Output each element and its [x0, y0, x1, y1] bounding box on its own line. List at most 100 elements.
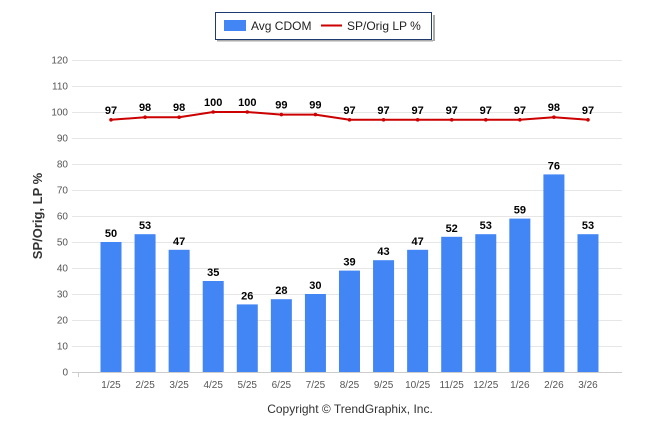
- bar-data-label: 53: [480, 220, 492, 232]
- x-tick-label: 7/25: [306, 380, 326, 391]
- line-data-label: 97: [582, 105, 594, 117]
- x-tick-label: 3/26: [578, 380, 598, 391]
- legend[interactable]: Avg CDOM SP/Orig LP %: [215, 12, 436, 42]
- line-data-label: 97: [412, 105, 424, 117]
- y-tick-label: 70: [57, 186, 69, 197]
- line-point[interactable]: [279, 112, 284, 117]
- x-tick-label: 4/25: [203, 380, 223, 391]
- line-point[interactable]: [245, 110, 250, 114]
- line-data-label: 99: [275, 100, 287, 112]
- bar-1-26[interactable]: [509, 218, 531, 372]
- line-point[interactable]: [211, 110, 216, 114]
- legend-swatch-avg-cdom: [224, 20, 246, 31]
- line-data-label: 100: [238, 97, 256, 109]
- bar-data-label: 39: [343, 257, 355, 269]
- x-tick-label: 12/25: [473, 380, 498, 391]
- line-point[interactable]: [143, 115, 147, 119]
- y-tick-label: 60: [57, 212, 69, 223]
- line-point[interactable]: [483, 118, 488, 122]
- y-tick-label: 100: [51, 108, 68, 119]
- line-point[interactable]: [313, 112, 318, 117]
- bar-data-label: 59: [514, 205, 526, 217]
- x-tick-label: 1/26: [510, 380, 530, 391]
- bar-data-label: 30: [309, 280, 321, 292]
- x-tick-label: 8/25: [340, 380, 360, 391]
- bars: 50 53 47 35 26 28 30 39 43 47 52 53 59 76 53: [100, 160, 599, 372]
- line-point[interactable]: [415, 118, 420, 122]
- x-tick-label: 5/25: [238, 380, 258, 391]
- y-tick-label: 90: [57, 134, 69, 145]
- line-point[interactable]: [518, 118, 522, 122]
- bar-data-label: 53: [582, 220, 594, 232]
- x-tick-label: 3/25: [169, 380, 189, 391]
- y-tick-label: 10: [57, 342, 69, 353]
- bar-2-26[interactable]: [543, 174, 565, 372]
- y-tick-label: 80: [57, 160, 69, 171]
- line-data-label: 98: [173, 102, 185, 114]
- bar-data-label: 76: [548, 160, 560, 172]
- line-data-label: 97: [377, 105, 389, 117]
- bar-data-label: 28: [275, 285, 287, 297]
- x-tick-label: 11/25: [440, 380, 465, 391]
- line-data-label: 97: [343, 105, 355, 117]
- y-tick-label: 20: [57, 316, 69, 327]
- bar-data-label: 35: [207, 267, 219, 279]
- line-point[interactable]: [347, 118, 352, 122]
- line-point[interactable]: [177, 115, 181, 119]
- line-series: 97 98 98 100 100 99 99 97 97 97 97 97 97 98 97: [105, 97, 594, 122]
- bar-data-label: 52: [446, 223, 458, 235]
- line-data-label: 97: [514, 105, 526, 117]
- bar-6-25[interactable]: [270, 299, 292, 372]
- line-data-label: 97: [446, 105, 458, 117]
- y-tick-label: 50: [57, 238, 69, 249]
- x-axis-ticks: 1/25 2/25 3/25 4/25 5/25 6/25 7/25 8/25 9/25 10/2…: [78, 372, 598, 391]
- line-data-label: 98: [548, 102, 560, 114]
- grid: [72, 60, 622, 373]
- x-tick-label: 2/26: [544, 380, 564, 391]
- bar-4-25[interactable]: [202, 281, 224, 372]
- bar-8-25[interactable]: [338, 270, 360, 372]
- line-data-label: 98: [139, 102, 151, 114]
- x-tick-label: 2/25: [135, 380, 155, 391]
- bar-3-26[interactable]: [577, 234, 599, 372]
- y-tick-label: 110: [52, 82, 68, 93]
- x-tick-label: 10/25: [405, 380, 430, 391]
- bar-9-25[interactable]: [373, 260, 395, 372]
- y-tick-label: 120: [51, 56, 68, 67]
- line-data-label: 97: [105, 105, 117, 117]
- y-axis-ticks: 0 10 20 30 40 50 60 70 80 90 100 110 120: [51, 56, 68, 379]
- bar-data-label: 26: [241, 290, 253, 302]
- x-tick-label: 1/25: [101, 380, 121, 391]
- copyright-footer: Copyright © TrendGraphix, Inc.: [267, 402, 433, 416]
- line-point[interactable]: [109, 118, 113, 122]
- x-tick-label: 6/25: [272, 380, 292, 391]
- bar-12-25[interactable]: [475, 234, 497, 372]
- bar-3-25[interactable]: [168, 249, 190, 372]
- line-point[interactable]: [586, 118, 590, 122]
- bar-10-25[interactable]: [407, 249, 429, 372]
- bar-5-25[interactable]: [236, 304, 258, 372]
- line-data-label: 99: [309, 100, 321, 112]
- line-data-label: 97: [480, 105, 492, 117]
- bar-data-label: 50: [105, 228, 117, 240]
- y-tick-label: 30: [57, 290, 69, 301]
- line-point[interactable]: [381, 118, 386, 122]
- bar-11-25[interactable]: [441, 236, 463, 372]
- y-tick-label: 0: [62, 368, 68, 379]
- line-data-label: 100: [204, 97, 222, 109]
- y-tick-label: 40: [57, 264, 69, 275]
- bar-data-label: 47: [173, 236, 185, 248]
- bar-data-label: 43: [377, 246, 389, 258]
- line-point[interactable]: [449, 118, 454, 122]
- bar-7-25[interactable]: [304, 294, 326, 372]
- x-tick-label: 9/25: [374, 380, 394, 391]
- bar-data-label: 47: [412, 236, 424, 248]
- y-axis-label: SP/Orig, LP %: [30, 172, 45, 259]
- bar-1-25[interactable]: [100, 242, 122, 372]
- line-point[interactable]: [552, 115, 556, 119]
- legend-label-sp-orig: SP/Orig LP %: [347, 19, 421, 33]
- legend-label-avg-cdom: Avg CDOM: [251, 19, 311, 33]
- bar-2-25[interactable]: [134, 234, 156, 372]
- bar-data-label: 53: [139, 220, 151, 232]
